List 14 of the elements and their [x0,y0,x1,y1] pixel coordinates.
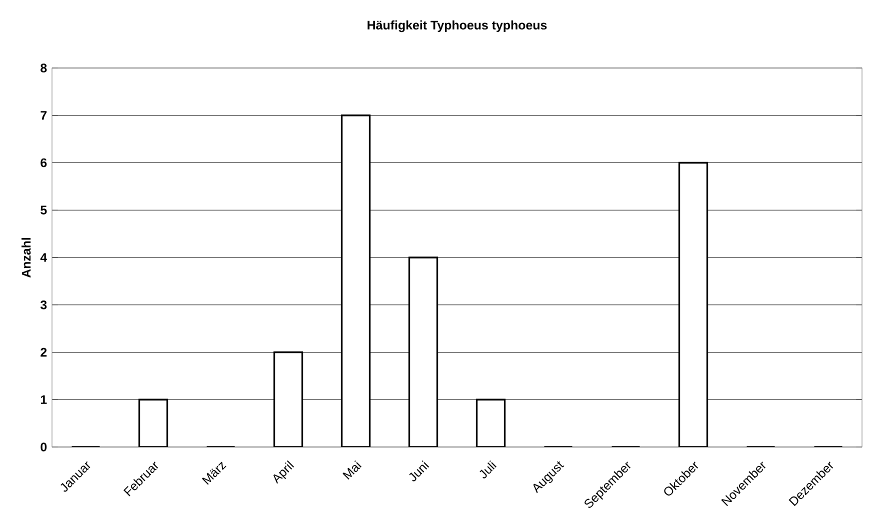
y-axis-title: Anzahl [22,238,31,278]
y-tick-label: 3 [40,300,47,310]
x-tick-label: Juni [409,460,430,482]
x-tick-label: Mai [342,460,362,480]
y-tick-label: 5 [40,206,47,214]
y-tick-label: 7 [40,111,47,120]
y-tick-label: 1 [40,395,47,404]
x-tick-label: Juli [480,460,497,478]
y-tick-label: 6 [40,158,47,168]
y-tick-label: 8 [40,64,47,72]
y-tick-label: 2 [40,348,47,357]
y-tick-label: 0 [40,442,47,452]
y-tick-label: 4 [40,253,48,262]
chart-title: Häufigkeit Typhoeus typhoeus [368,20,547,32]
